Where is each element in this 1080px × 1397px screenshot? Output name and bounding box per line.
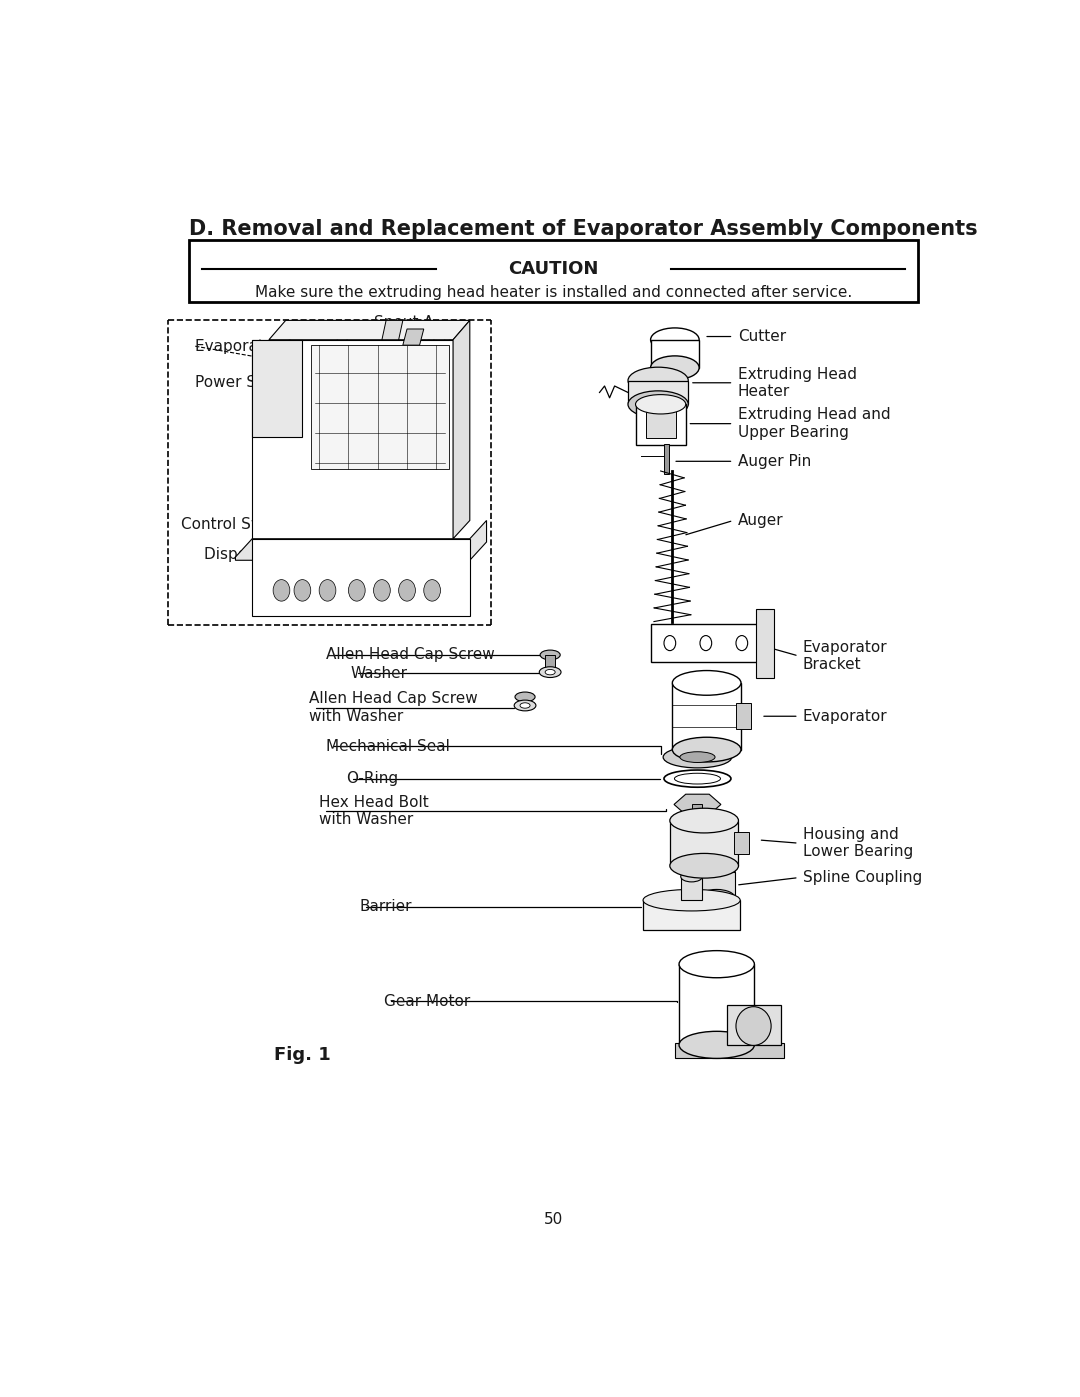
Ellipse shape bbox=[664, 770, 731, 788]
Text: O-Ring: O-Ring bbox=[346, 771, 399, 787]
Ellipse shape bbox=[670, 809, 739, 833]
Circle shape bbox=[664, 636, 676, 651]
Ellipse shape bbox=[735, 1007, 771, 1045]
Circle shape bbox=[735, 636, 747, 651]
Text: Auger: Auger bbox=[738, 513, 783, 528]
Ellipse shape bbox=[635, 394, 686, 414]
Text: Spout A: Spout A bbox=[374, 316, 433, 330]
Circle shape bbox=[700, 636, 712, 651]
Ellipse shape bbox=[650, 356, 699, 380]
Ellipse shape bbox=[680, 752, 715, 763]
Ellipse shape bbox=[540, 650, 561, 659]
Text: Evaporator: Evaporator bbox=[802, 708, 888, 724]
Text: Washer: Washer bbox=[351, 666, 408, 680]
Ellipse shape bbox=[699, 890, 735, 907]
Bar bbox=[680, 876, 702, 900]
Text: Evaporator Assembly: Evaporator Assembly bbox=[195, 338, 359, 353]
Bar bbox=[670, 820, 739, 866]
Bar bbox=[253, 539, 470, 616]
Text: Gear Motor: Gear Motor bbox=[384, 993, 471, 1009]
Circle shape bbox=[294, 580, 311, 601]
Ellipse shape bbox=[699, 863, 735, 882]
Text: Dispense Mode Switch: Dispense Mode Switch bbox=[204, 548, 376, 563]
Bar bbox=[664, 444, 669, 474]
Text: Extruding Head
Heater: Extruding Head Heater bbox=[738, 366, 856, 400]
Text: Extruding Head and
Upper Bearing: Extruding Head and Upper Bearing bbox=[738, 408, 890, 440]
Circle shape bbox=[374, 580, 390, 601]
Text: 50: 50 bbox=[544, 1213, 563, 1227]
Bar bbox=[734, 833, 750, 854]
Polygon shape bbox=[382, 320, 403, 339]
Ellipse shape bbox=[545, 669, 555, 675]
Bar bbox=[735, 703, 751, 729]
Text: Make sure the extruding head heater is installed and connected after service.: Make sure the extruding head heater is i… bbox=[255, 285, 852, 300]
Text: D. Removal and Replacement of Evaporator Assembly Components: D. Removal and Replacement of Evaporator… bbox=[189, 219, 978, 239]
Circle shape bbox=[273, 580, 289, 601]
Bar bbox=[727, 1004, 781, 1045]
Bar bbox=[675, 1044, 784, 1059]
Text: Cutter: Cutter bbox=[738, 330, 786, 344]
Bar bbox=[545, 655, 555, 671]
Ellipse shape bbox=[515, 692, 535, 701]
Ellipse shape bbox=[514, 700, 536, 711]
Polygon shape bbox=[454, 320, 470, 539]
Text: Auger Pin: Auger Pin bbox=[738, 454, 811, 469]
Ellipse shape bbox=[521, 703, 530, 708]
Ellipse shape bbox=[670, 854, 739, 879]
Polygon shape bbox=[253, 339, 454, 539]
Text: Allen Head Cap Screw: Allen Head Cap Screw bbox=[326, 647, 495, 662]
Text: Evaporator
Bracket: Evaporator Bracket bbox=[802, 640, 888, 672]
Bar bbox=[189, 240, 918, 302]
Text: Spout B: Spout B bbox=[393, 330, 453, 344]
Circle shape bbox=[423, 580, 441, 601]
Bar bbox=[699, 872, 735, 898]
Bar bbox=[650, 339, 699, 367]
Bar bbox=[673, 683, 741, 750]
Ellipse shape bbox=[643, 890, 740, 911]
Ellipse shape bbox=[680, 872, 702, 882]
Text: Allen Head Cap Screw
with Washer: Allen Head Cap Screw with Washer bbox=[309, 692, 477, 724]
Bar bbox=[643, 900, 740, 930]
Text: Power Switch: Power Switch bbox=[195, 376, 297, 390]
Bar bbox=[311, 345, 449, 469]
Ellipse shape bbox=[673, 671, 741, 696]
Ellipse shape bbox=[674, 774, 720, 784]
Text: Hex Head Bolt
with Washer: Hex Head Bolt with Washer bbox=[320, 795, 429, 827]
Bar bbox=[635, 404, 686, 446]
Text: Fig. 1: Fig. 1 bbox=[274, 1046, 330, 1065]
Circle shape bbox=[349, 580, 365, 601]
Ellipse shape bbox=[679, 1031, 754, 1059]
Bar bbox=[627, 380, 688, 404]
Ellipse shape bbox=[673, 738, 741, 761]
Bar bbox=[679, 964, 754, 1045]
Text: Mechanical Seal: Mechanical Seal bbox=[326, 739, 449, 754]
Text: Spline Coupling: Spline Coupling bbox=[802, 870, 922, 886]
Ellipse shape bbox=[539, 666, 561, 678]
Bar bbox=[646, 411, 676, 437]
Ellipse shape bbox=[663, 746, 732, 768]
Polygon shape bbox=[403, 330, 423, 345]
Circle shape bbox=[320, 580, 336, 601]
Ellipse shape bbox=[627, 367, 688, 394]
Text: Housing and
Lower Bearing: Housing and Lower Bearing bbox=[802, 827, 914, 859]
Polygon shape bbox=[269, 320, 470, 339]
Polygon shape bbox=[253, 339, 302, 437]
Circle shape bbox=[399, 580, 416, 601]
Ellipse shape bbox=[679, 950, 754, 978]
Bar bbox=[756, 609, 774, 678]
Ellipse shape bbox=[627, 391, 688, 418]
Polygon shape bbox=[674, 795, 721, 814]
Bar bbox=[651, 623, 760, 662]
Ellipse shape bbox=[685, 823, 710, 834]
Ellipse shape bbox=[650, 328, 699, 352]
Polygon shape bbox=[235, 521, 486, 560]
Text: Barrier: Barrier bbox=[360, 900, 411, 914]
Text: Control Switch: Control Switch bbox=[181, 517, 292, 532]
Text: CAUTION: CAUTION bbox=[509, 260, 598, 278]
Bar bbox=[692, 805, 702, 828]
